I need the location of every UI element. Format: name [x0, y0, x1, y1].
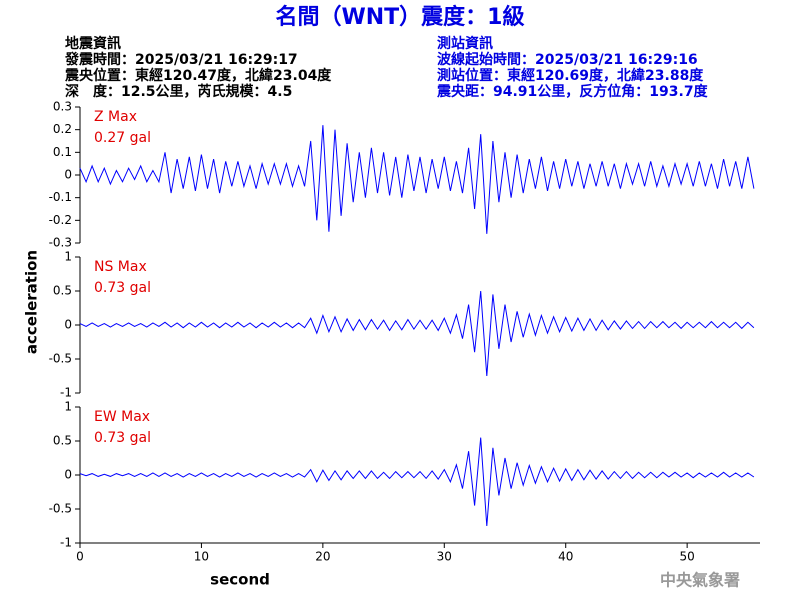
y-tick-label: 0.2: [53, 122, 72, 136]
x-tick-label: 30: [437, 550, 452, 564]
y-tick-label: 0.1: [53, 145, 72, 159]
y-tick-label: 0.5: [53, 284, 72, 298]
y-tick-label: 0: [64, 168, 72, 182]
event-info: 地震資訊: [65, 35, 121, 52]
x-tick-label: 40: [558, 550, 573, 564]
component-label: EW Max: [94, 409, 150, 425]
waveform: [79, 290, 755, 377]
waveform: [79, 125, 755, 234]
component-label: Z Max: [94, 109, 137, 125]
y-tick-label: -0.3: [49, 236, 72, 250]
y-tick-label: 0: [64, 468, 72, 482]
y-axis-label: acceleration: [23, 250, 41, 354]
event-info: 深 度：12.5公里，芮氏規模：4.5: [65, 83, 292, 100]
x-axis-label: second: [210, 571, 270, 589]
max-label: 0.73 gal: [94, 430, 151, 446]
station-info: 測站位置：東經120.69度，北緯23.88度: [437, 67, 704, 84]
station-info: 震央距：94.91公里，反方位角：193.7度: [436, 83, 709, 100]
x-tick-label: 0: [76, 550, 84, 564]
y-tick-label: 1: [64, 250, 72, 264]
max-label: 0.27 gal: [94, 130, 151, 146]
footer: 中央氣象署: [660, 571, 740, 590]
y-tick-label: -1: [60, 536, 72, 550]
event-info: 發震時間：2025/03/21 16:29:17: [64, 51, 298, 68]
event-info: 震央位置：東經120.47度，北緯23.04度: [64, 67, 332, 84]
component-label: NS Max: [94, 259, 147, 275]
y-tick-label: -1: [60, 386, 72, 400]
y-tick-label: 0.3: [53, 100, 72, 114]
y-tick-label: -0.5: [49, 502, 72, 516]
x-tick-label: 50: [680, 550, 695, 564]
y-tick-label: -0.5: [49, 352, 72, 366]
x-tick-label: 20: [315, 550, 330, 564]
y-tick-label: -0.1: [49, 190, 72, 204]
waveform: [79, 437, 755, 527]
station-info: 測站資訊: [437, 35, 493, 52]
station-info: 波線起始時間：2025/03/21 16:29:16: [437, 51, 698, 68]
y-tick-label: 1: [64, 400, 72, 414]
y-tick-label: 0.5: [53, 434, 72, 448]
chart-title: 名間（WNT）震度：1級: [276, 4, 525, 30]
max-label: 0.73 gal: [94, 280, 151, 296]
y-tick-label: 0: [64, 318, 72, 332]
y-tick-label: -0.2: [49, 213, 72, 227]
x-tick-label: 10: [194, 550, 209, 564]
